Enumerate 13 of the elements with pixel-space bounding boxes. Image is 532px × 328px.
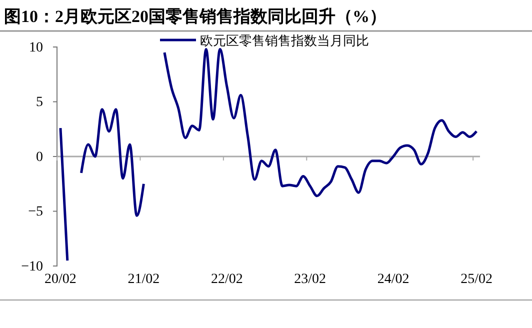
x-tick-label: 25/02 <box>460 272 492 287</box>
y-tick-label: 5 <box>36 95 43 110</box>
x-tick-label: 21/02 <box>128 272 160 287</box>
x-tick-label: 24/02 <box>377 272 410 287</box>
y-tick-label: 0 <box>36 150 43 165</box>
y-tick-label: −10 <box>21 259 43 274</box>
legend-label: 欧元区零售销售指数当月同比 <box>200 33 369 48</box>
chart-title: 图10：2月欧元区20国零售销售指数同比回升（%） <box>4 7 386 26</box>
y-tick-label: 10 <box>29 40 43 56</box>
x-tick-label: 22/02 <box>210 272 243 287</box>
x-tick-label: 23/02 <box>294 272 326 287</box>
x-tick-label: 20/02 <box>44 272 76 287</box>
y-tick-label: −5 <box>28 204 43 220</box>
